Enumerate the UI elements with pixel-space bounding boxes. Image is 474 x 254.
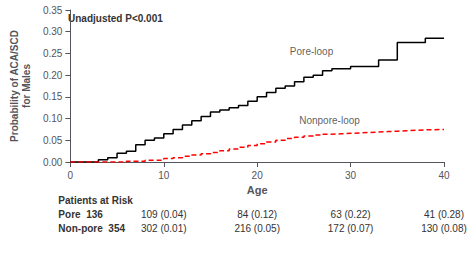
svg-text:0.10: 0.10: [43, 113, 63, 124]
svg-text:for Males: for Males: [21, 64, 32, 108]
svg-text:10: 10: [158, 170, 170, 181]
svg-text:Non-pore 354: Non-pore 354: [58, 223, 125, 234]
svg-text:0.25: 0.25: [43, 48, 63, 59]
svg-text:0.30: 0.30: [43, 26, 63, 37]
svg-text:Probability of ACA/SCD: Probability of ACA/SCD: [9, 30, 20, 142]
svg-text:40: 40: [438, 170, 450, 181]
svg-text:84 (0.12): 84 (0.12): [237, 209, 277, 220]
svg-text:0.05: 0.05: [43, 135, 63, 146]
svg-text:Unadjusted P<0.001: Unadjusted P<0.001: [68, 13, 163, 24]
svg-text:Age: Age: [247, 184, 268, 196]
svg-text:216 (0.05): 216 (0.05): [234, 223, 280, 234]
svg-text:0.35: 0.35: [43, 5, 63, 16]
svg-text:172 (0.07): 172 (0.07): [328, 223, 374, 234]
svg-text:Pore 136: Pore 136: [58, 209, 103, 220]
svg-text:130 (0.08): 130 (0.08): [421, 223, 467, 234]
svg-text:20: 20: [252, 170, 264, 181]
svg-text:109 (0.04): 109 (0.04): [141, 209, 187, 220]
svg-text:302 (0.01): 302 (0.01): [141, 223, 187, 234]
svg-text:41 (0.28): 41 (0.28): [424, 209, 464, 220]
svg-text:0.15: 0.15: [43, 91, 63, 102]
svg-text:0.00: 0.00: [43, 157, 63, 168]
svg-text:Pore-loop: Pore-loop: [290, 46, 334, 57]
svg-text:0: 0: [68, 170, 74, 181]
svg-text:63 (0.22): 63 (0.22): [331, 209, 371, 220]
svg-text:Patients at Risk: Patients at Risk: [58, 195, 133, 206]
svg-text:Nonpore-loop: Nonpore-loop: [299, 115, 360, 126]
svg-text:0.20: 0.20: [43, 70, 63, 81]
svg-text:30: 30: [345, 170, 357, 181]
